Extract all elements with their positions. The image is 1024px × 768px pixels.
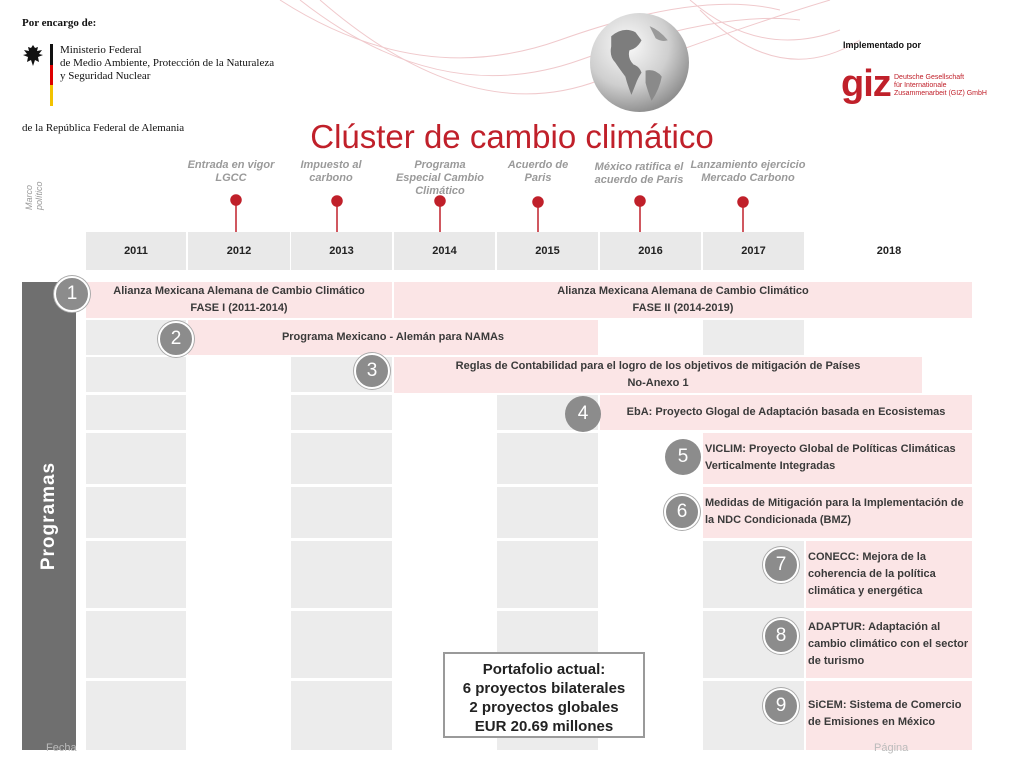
footer-fecha: Fecha — [46, 742, 77, 754]
program-2-bar: Programa Mexicano - Alemán para NAMAs — [188, 320, 598, 355]
grid-cell — [291, 611, 392, 678]
page-title: Clúster de cambio climático — [310, 118, 714, 155]
year-header: 2018 — [876, 245, 902, 257]
year-header: 2011 — [86, 232, 186, 270]
german-flag-bar — [50, 44, 53, 106]
grid-cell — [703, 320, 804, 355]
grid-cell — [291, 541, 392, 608]
program-1-phase-1: Alianza Mexicana Alemana de Cambio Climá… — [86, 282, 392, 318]
program-number-badge: 9 — [763, 688, 799, 724]
programas-bar: Programas — [22, 282, 76, 750]
grid-cell — [86, 541, 186, 608]
milestone-label: Impuesto al carbono — [300, 159, 362, 184]
grid-cell — [86, 487, 186, 538]
ministry-name: Ministerio Federal de Medio Ambiente, Pr… — [60, 44, 275, 82]
program-7-bar: CONECC: Mejora de la coherencia de la pol… — [806, 541, 972, 608]
program-number-badge: 3 — [354, 353, 390, 389]
grid-cell — [86, 357, 186, 392]
federal-eagle-icon — [23, 45, 43, 66]
milestone-label: Acuerdo de Paris — [507, 159, 569, 184]
milestone-pin — [331, 195, 343, 207]
milestone-pins — [230, 194, 749, 232]
year-header: 2014 — [394, 232, 495, 270]
program-4-bar: EbA: Proyecto Glogal de Adaptación basad… — [600, 395, 972, 430]
milestone-pin — [634, 195, 646, 207]
program-5-bar: VICLIM: Proyecto Global de Políticas Cli… — [703, 433, 972, 484]
program-6-bar: Medidas de Mitigación para la Implementa… — [703, 487, 972, 538]
implementado-label: Implementado por — [843, 40, 922, 50]
program-number-badge: 4 — [565, 396, 601, 432]
grid-cell — [497, 487, 598, 538]
program-3-bar: Reglas de Contabilidad para el logro de … — [394, 357, 922, 393]
program-number-badge: 1 — [54, 276, 90, 312]
program-9-bar: SiCEM: Sistema de Comercio de Emisiones e… — [806, 681, 972, 750]
grid-cell — [497, 433, 598, 484]
program-number-badge: 7 — [763, 547, 799, 583]
republica-label: de la República Federal de Alemania — [22, 122, 185, 134]
grid-cell — [291, 433, 392, 484]
milestone-label: Lanzamiento ejercicio Mercado Carbono — [690, 159, 806, 184]
grid-cell — [86, 681, 186, 750]
year-header: 2013 — [291, 232, 392, 270]
program-8-bar: ADAPTUR: Adaptación al cambio climático c… — [806, 611, 972, 678]
grid-cell — [291, 681, 392, 750]
grid-cell — [86, 395, 186, 430]
globe-icon — [590, 13, 689, 112]
footer-pagina: Página — [874, 742, 909, 754]
grid-cell — [86, 611, 186, 678]
program-number-badge: 6 — [664, 494, 700, 530]
grid-cell — [291, 487, 392, 538]
year-header: 2012 — [188, 232, 290, 270]
grid-cell — [291, 395, 392, 430]
milestone-label: Programa Especial Cambio Climático — [395, 159, 485, 197]
milestone-label: Entrada en vigor LGCC — [187, 159, 275, 184]
giz-subtitle: Deutsche Gesellschaft für Internationale… — [894, 74, 987, 97]
program-number-badge: 8 — [763, 618, 799, 654]
milestone-pin — [737, 196, 749, 208]
milestone-pin — [532, 196, 544, 208]
program-number-badge: 2 — [158, 321, 194, 357]
grid-cell — [497, 541, 598, 608]
milestone-label: México ratifica el acuerdo de Paris — [594, 161, 684, 186]
year-header: 2016 — [600, 232, 701, 270]
por-encargo-label: Por encargo de: — [22, 17, 97, 29]
milestone-pin — [434, 195, 446, 207]
giz-logo: giz — [841, 63, 892, 105]
grid-cell — [86, 433, 186, 484]
portafolio-summary-box: Portafolio actual: 6 proyectos bilateral… — [443, 652, 645, 738]
year-header: 2015 — [497, 232, 598, 270]
program-1-phase-2: Alianza Mexicana Alemana de Cambio Climá… — [394, 282, 972, 318]
milestone-pin — [230, 194, 242, 206]
program-number-badge: 5 — [665, 439, 701, 475]
year-header: 2017 — [703, 232, 804, 270]
